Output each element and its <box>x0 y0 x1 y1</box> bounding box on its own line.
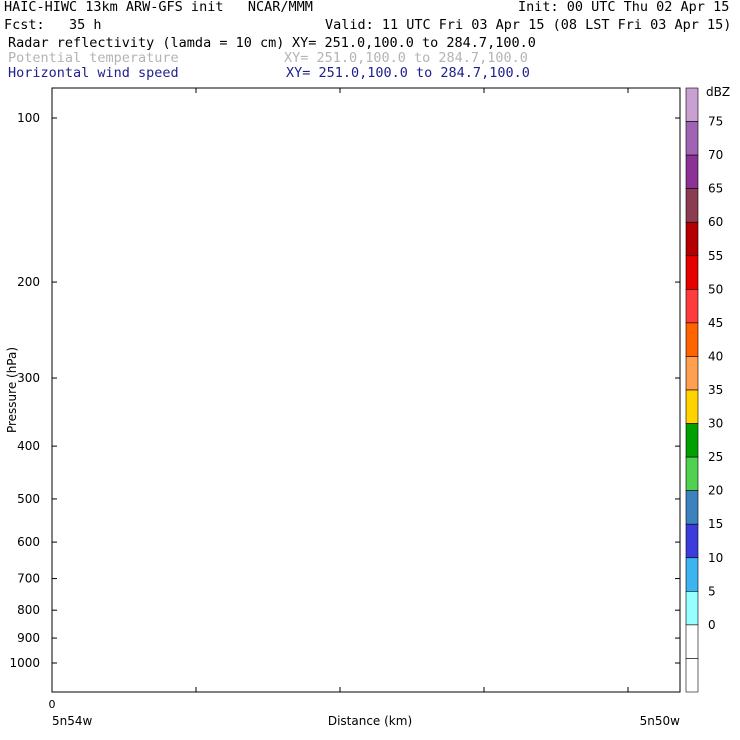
colorbar-swatch <box>685 221 699 257</box>
y-tick-label: 400 <box>17 439 40 453</box>
x-tick-label-zero: 0 <box>49 698 56 711</box>
colorbar-swatch <box>685 456 699 491</box>
y-tick-label: 700 <box>17 572 40 586</box>
header-fcst: Fcst: 35 h <box>4 17 102 33</box>
plot-area <box>52 88 680 692</box>
y-tick-label: 800 <box>17 603 40 617</box>
colorbar-label: 0 <box>708 618 716 632</box>
y-tick-label: 600 <box>17 535 40 549</box>
y-tick-label: 500 <box>17 492 40 506</box>
header-title: HAIC-HIWC 13km ARW-GFS init NCAR/MMM <box>4 0 313 15</box>
axes: 100 200 300 400 500 600 700 800 900 1000 Pressure … <box>5 87 681 728</box>
colorbar-swatch <box>685 154 699 189</box>
colorbar-swatch <box>685 188 699 223</box>
colorbar-swatch <box>685 557 699 592</box>
colorbar-label: 20 <box>708 484 723 498</box>
y-tick-label: 300 <box>17 371 40 385</box>
y-tick-label: 900 <box>17 631 40 645</box>
field-name-theta: Potential temperature <box>8 50 179 66</box>
colorbar-swatch <box>685 255 699 290</box>
y-tick-label: 200 <box>17 275 40 289</box>
x-left-label: 5n54w <box>52 714 93 728</box>
colorbar-swatch <box>685 389 699 424</box>
colorbar-swatch <box>685 289 699 324</box>
colorbar-label: 30 <box>708 417 723 431</box>
colorbar-label: 60 <box>708 215 723 229</box>
colorbar-swatch <box>685 523 699 559</box>
y-axis-label: Pressure (hPa) <box>5 347 19 433</box>
header-init: Init: 00 UTC Thu 02 Apr 15 <box>518 0 730 15</box>
colorbar-label: 40 <box>708 349 723 363</box>
colorbar-label: 10 <box>708 551 723 565</box>
colorbar-swatch <box>685 87 699 122</box>
colorbar-label: 35 <box>708 383 723 397</box>
colorbar-swatch <box>685 624 699 659</box>
colorbar-unit: dBZ <box>706 85 730 99</box>
y-tick-label: 100 <box>17 111 40 125</box>
colorbar-label: 45 <box>708 316 723 330</box>
colorbar-swatch <box>685 322 699 357</box>
field-xy-reflectivity: XY= 251.0,100.0 to 284.7,100.0 <box>292 35 536 51</box>
field-xy-theta: XY= 251.0,100.0 to 284.7,100.0 <box>284 50 528 66</box>
field-xy-wind: XY= 251.0,100.0 to 284.7,100.0 <box>286 65 530 81</box>
colorbar-label: 55 <box>708 249 723 263</box>
colorbar-label: 65 <box>708 182 723 196</box>
colorbar-label: 15 <box>708 517 723 531</box>
field-name-reflectivity: Radar reflectivity (lamda = 10 cm) <box>8 35 285 51</box>
colorbar-swatch <box>685 591 699 626</box>
colorbar-label: 50 <box>708 282 723 296</box>
colorbar-label: 75 <box>708 115 723 129</box>
colorbar-swatch <box>685 658 699 693</box>
colorbar-swatch <box>685 490 699 525</box>
colorbar-label: 70 <box>708 148 723 162</box>
colorbar-swatch <box>685 423 699 458</box>
header-valid: Valid: 11 UTC Fri 03 Apr 15 (08 LST Fri … <box>325 17 732 33</box>
y-tick-label: 1000 <box>9 656 40 670</box>
field-name-wind: Horizontal wind speed <box>8 65 179 81</box>
colorbar-swatch <box>685 121 699 156</box>
colorbar-swatch <box>685 356 699 391</box>
colorbar-label: 5 <box>708 584 716 598</box>
x-right-label: 5n50w <box>640 714 681 728</box>
plot-frame <box>51 87 681 693</box>
colorbar-label: 25 <box>708 450 723 464</box>
x-axis-label: Distance (km) <box>328 714 412 728</box>
